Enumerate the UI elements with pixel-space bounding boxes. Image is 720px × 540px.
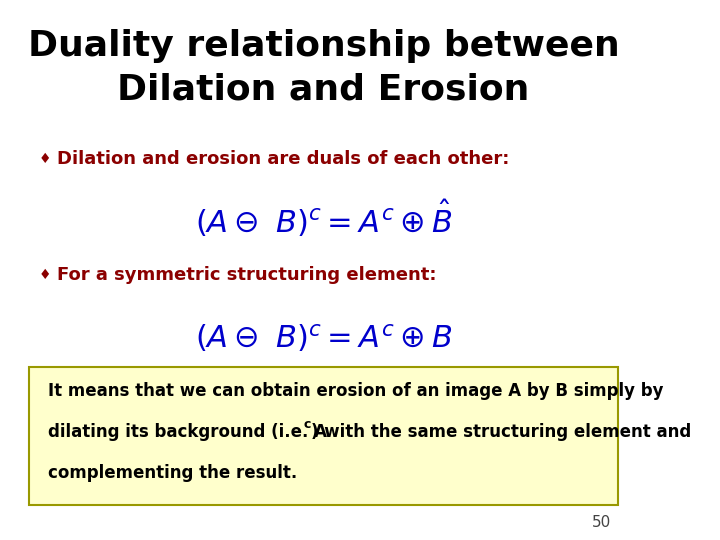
Text: $(A\ominus\ B)^c = A^c \oplus B$: $(A\ominus\ B)^c = A^c \oplus B$ <box>194 321 452 354</box>
Text: c: c <box>304 418 311 431</box>
Text: $(A\ominus\ B)^c = A^c \oplus \hat{B}$: $(A\ominus\ B)^c = A^c \oplus \hat{B}$ <box>194 198 452 239</box>
Text: It means that we can obtain erosion of an image A by B simply by: It means that we can obtain erosion of a… <box>48 382 663 401</box>
Text: For a symmetric structuring element:: For a symmetric structuring element: <box>57 266 436 285</box>
Text: Dilation and erosion are duals of each other:: Dilation and erosion are duals of each o… <box>57 150 509 168</box>
Text: Duality relationship between: Duality relationship between <box>27 29 619 63</box>
FancyBboxPatch shape <box>29 367 618 505</box>
Text: complementing the result.: complementing the result. <box>48 463 297 482</box>
Text: ♦: ♦ <box>38 268 50 282</box>
Text: 50: 50 <box>593 515 611 530</box>
Text: ) with the same structuring element and: ) with the same structuring element and <box>311 423 691 441</box>
Text: dilating its background (i.e. A: dilating its background (i.e. A <box>48 423 327 441</box>
Text: Dilation and Erosion: Dilation and Erosion <box>117 72 530 106</box>
Text: ♦: ♦ <box>38 152 50 166</box>
